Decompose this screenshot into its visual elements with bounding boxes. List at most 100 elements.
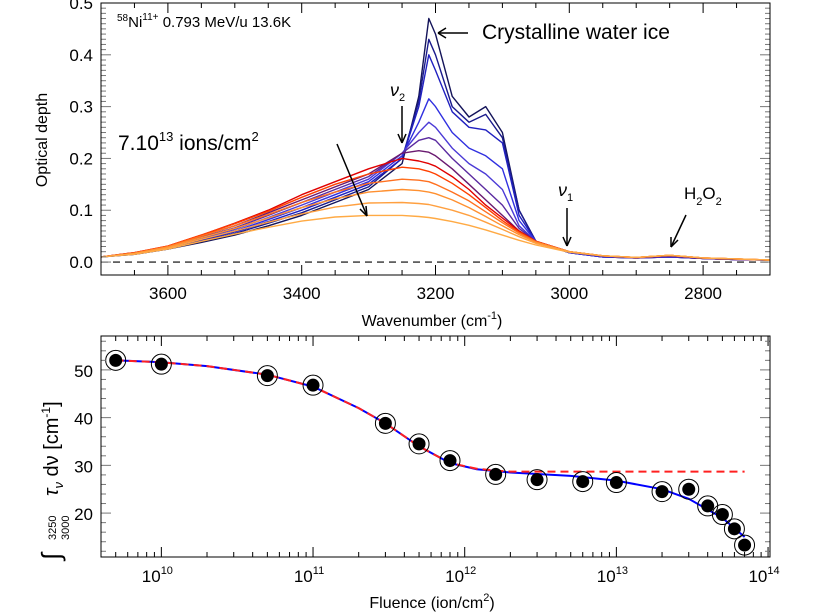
data-point-ring (678, 478, 700, 500)
data-point (572, 471, 594, 493)
x-tick-label: 3000 (550, 284, 588, 303)
spectrum-line-10 (100, 178, 771, 261)
annotation-nu1: ν1 (558, 180, 573, 204)
data-point (605, 472, 627, 494)
data-point-ring (605, 472, 627, 494)
svg-text:∫: ∫ (36, 551, 66, 562)
x-tick-label: 1012 (445, 565, 476, 586)
data-point (374, 412, 396, 434)
annotation-nu2: ν2 (390, 80, 405, 104)
fit-curve-solid (115, 359, 746, 538)
arrowhead-crystalline (437, 27, 447, 39)
x-tick-label: 1013 (597, 565, 628, 586)
data-point-marker (306, 378, 320, 392)
data-point (302, 374, 324, 396)
data-point-marker (489, 467, 503, 481)
x-tick-label: 2800 (684, 284, 722, 303)
y-tick-label: 0.0 (69, 253, 93, 272)
y-tick-label: 20 (74, 505, 93, 524)
data-point (408, 433, 430, 455)
y-tick-label: 40 (74, 410, 93, 429)
fluence-axis-ticks: 1010 1011 1012 1013 1014 20 30 40 50 (74, 336, 780, 586)
annotation-h2o2: H2O2 (684, 184, 722, 208)
svg-text:3000: 3000 (60, 516, 72, 540)
data-point-ring (651, 481, 673, 503)
data-point-marker (655, 485, 669, 499)
experiment-header: 58Ni11+ 0.793 MeV/u 13.6K (117, 12, 291, 31)
data-point-marker (715, 508, 729, 522)
data-point-ring (723, 518, 745, 540)
data-point (485, 463, 507, 485)
data-point (256, 365, 278, 387)
fit-curve-dashed (115, 359, 745, 473)
data-point (651, 481, 673, 503)
integrated-plot-frame (100, 335, 771, 558)
data-point-ring (711, 504, 733, 526)
spectrum-line-3 (100, 54, 771, 261)
spectra-x-axis-title: Wavenumber (cm-1) (362, 310, 503, 330)
fit-curves-group (115, 359, 746, 538)
data-point-ring (439, 450, 461, 472)
y-tick-label: 0.2 (69, 149, 93, 168)
data-point (439, 450, 461, 472)
spectrum-line-13 (100, 214, 771, 261)
x-tick-label: 1011 (294, 565, 324, 586)
y-tick-label: 50 (74, 362, 93, 381)
data-point-marker (727, 522, 741, 536)
spectrum-line-11 (100, 188, 771, 261)
data-point-marker (443, 454, 457, 468)
data-point-marker (154, 357, 168, 371)
data-point-marker (412, 437, 426, 451)
data-point-marker (378, 416, 392, 430)
data-point-ring (150, 353, 172, 375)
arrowhead-nu2 (397, 133, 407, 144)
data-point-marker (260, 369, 274, 383)
data-point (711, 504, 733, 526)
svg-text:3250: 3250 (47, 516, 59, 540)
data-point-ring (485, 463, 507, 485)
spectrum-line-7 (100, 150, 771, 261)
x-tick-label: 3200 (417, 284, 455, 303)
svg-text:τν dν [cm-1]: τν dν [cm-1] (39, 401, 66, 496)
arrowhead-nu1 (562, 236, 572, 247)
spectra-axis-ticks: 3600 3400 3200 3000 2800 0.0 0.1 0.2 0.3 0.4 0.5 (69, 0, 771, 303)
data-point-marker (682, 482, 696, 496)
integrated-y-axis-title: ∫ 3250 3000 τν dν [cm-1] (36, 401, 72, 562)
data-point (526, 469, 548, 491)
spectrum-line-9 (100, 166, 771, 261)
data-point (723, 518, 745, 540)
y-tick-label: 0.5 (69, 0, 93, 13)
annotation-arrow-h2o2 (670, 214, 687, 248)
x-tick-label: 1010 (142, 565, 173, 586)
x-tick-label: 1014 (748, 565, 779, 586)
data-point-marker (609, 476, 623, 490)
y-tick-label: 0.3 (69, 98, 93, 117)
x-tick-label: 3400 (283, 284, 321, 303)
data-points-group (105, 349, 756, 556)
annotation-fluence: 7.1013 ions/cm2 (118, 129, 259, 155)
annotation-arrow-fluence (336, 143, 368, 217)
integrated-band-panel: 1010 1011 1012 1013 1014 20 30 40 50 Fluence (io… (36, 335, 780, 612)
data-point-marker (109, 353, 123, 367)
data-point-ring (526, 469, 548, 491)
data-point (678, 478, 700, 500)
data-point-ring (256, 365, 278, 387)
data-point-ring (408, 433, 430, 455)
spectrum-line-12 (100, 201, 771, 261)
data-point-ring (374, 412, 396, 434)
data-point-ring (302, 374, 324, 396)
y-tick-label: 0.1 (69, 201, 93, 220)
spectra-series-group (100, 17, 771, 261)
data-point-marker (530, 473, 544, 487)
arrowhead-fluence (359, 205, 368, 217)
spectra-y-axis-title: Optical depth (34, 93, 51, 187)
arrowhead-h2o2 (670, 237, 679, 248)
data-point-marker (576, 475, 590, 489)
fluence-x-axis-title: Fluence (ion/cm2) (369, 592, 494, 612)
spectra-plot-frame (100, 2, 771, 276)
data-point-marker (701, 499, 715, 513)
spectra-panel: 3600 3400 3200 3000 2800 0.0 0.1 0.2 0.3 0.4 0.5 O… (34, 0, 771, 330)
annotation-crystalline-water-ice: Crystalline water ice (482, 21, 670, 44)
data-point-marker (738, 538, 752, 552)
